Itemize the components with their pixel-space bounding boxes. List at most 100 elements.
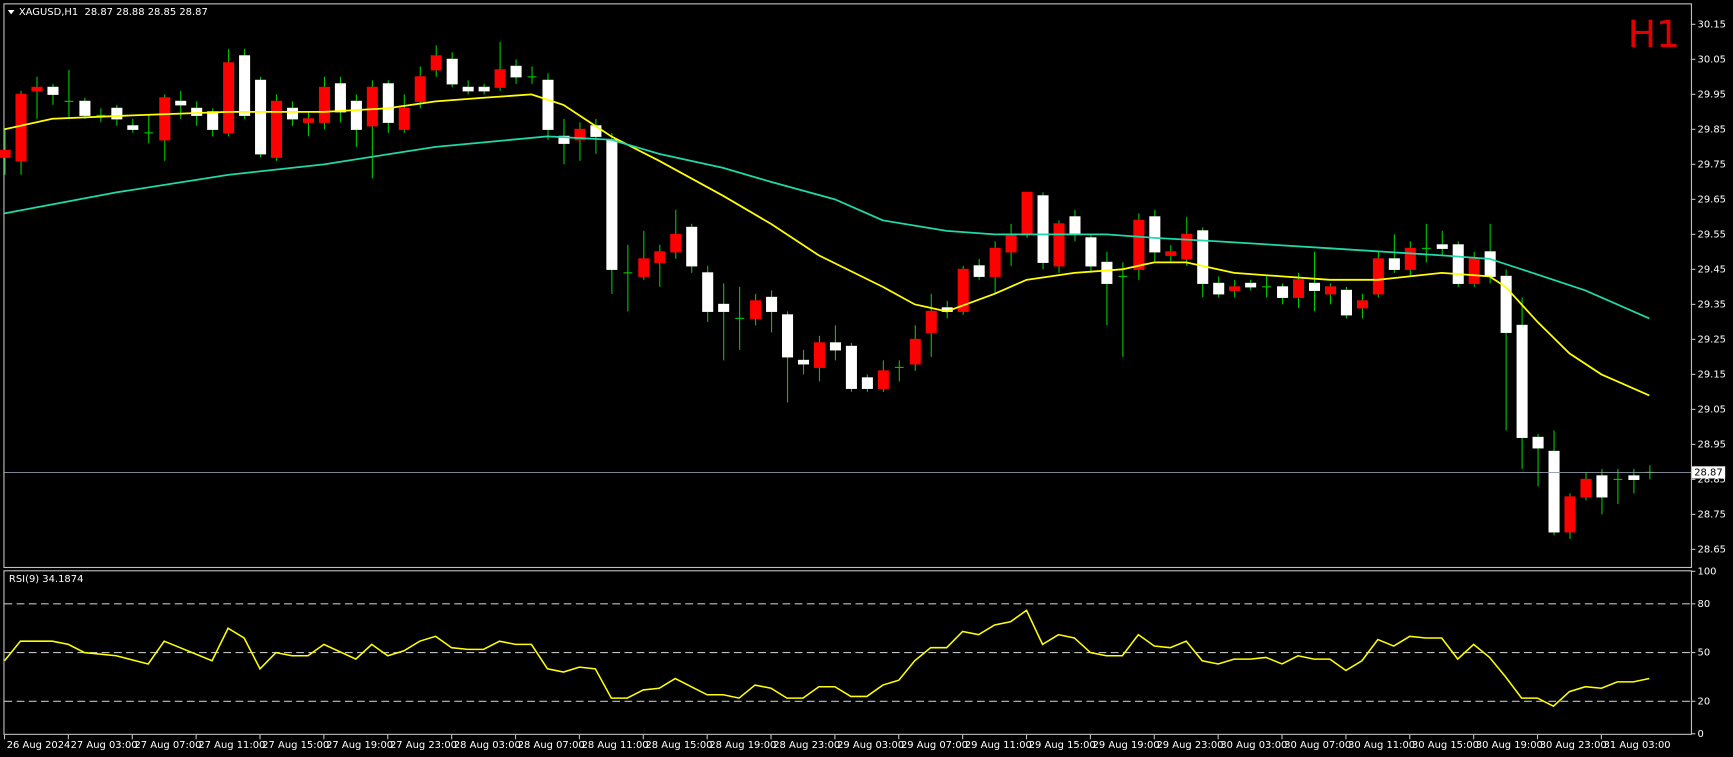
x-tick-label: 27 Aug 23:00: [390, 740, 457, 751]
candle-body: [1436, 244, 1448, 249]
x-tick-label: 27 Aug 15:00: [262, 740, 329, 751]
candle-body: [606, 139, 618, 270]
x-tick-label: 28 Aug 15:00: [645, 740, 712, 751]
candle-body: [223, 62, 235, 134]
candle-body: [861, 377, 873, 389]
candle-body: [1021, 191, 1033, 235]
candle-body: [255, 79, 267, 155]
last-price-label: 28.87: [1694, 467, 1722, 478]
rsi-line: [3, 609, 1650, 708]
x-tick-label: 27 Aug 19:00: [326, 740, 393, 751]
y-tick-label: 28.75: [1698, 509, 1726, 520]
x-tick-label: 30 Aug 23:00: [1540, 740, 1607, 751]
candle-body: [31, 86, 43, 92]
y-tick-label: 29.65: [1698, 194, 1726, 205]
candle-body: [845, 345, 857, 389]
x-tick-label: 29 Aug 07:00: [901, 740, 968, 751]
candle-body: [1452, 244, 1464, 284]
y-tick-label: 29.05: [1698, 404, 1726, 415]
candle-body: [574, 128, 586, 141]
candle-body: [813, 342, 826, 368]
candle-body: [718, 303, 730, 312]
x-tick-label: 27 Aug 07:00: [134, 740, 201, 751]
y-tick-label: 28.95: [1698, 439, 1726, 450]
main-panel: [3, 3, 1693, 569]
candle-body: [797, 359, 810, 365]
candle-body: [478, 86, 490, 92]
candle-body: [925, 310, 937, 333]
candle-body: [1213, 282, 1225, 295]
candle-body: [1372, 258, 1384, 295]
candle-body: [638, 258, 650, 277]
candle-body: [1356, 300, 1368, 309]
candle-body: [1548, 450, 1560, 533]
candle-body: [877, 370, 889, 389]
candle-body: [1484, 251, 1496, 277]
candle-body: [1101, 261, 1113, 284]
rsi-label: RSI(9) 34.1874: [9, 574, 83, 585]
x-tick-label: 28 Aug 07:00: [518, 740, 585, 751]
candle-body: [1388, 258, 1400, 270]
candle-body: [350, 100, 362, 130]
y-tick-label: 29.25: [1698, 334, 1726, 345]
candle-body: [1181, 233, 1193, 260]
candle-body: [207, 111, 219, 130]
y-tick-label: 29.95: [1698, 89, 1726, 100]
y-tick-label: 29.35: [1698, 299, 1726, 310]
candle-body: [1005, 233, 1017, 253]
x-tick-label: 28 Aug 11:00: [582, 740, 649, 751]
candle-body: [1037, 195, 1049, 263]
x-tick-label: 29 Aug 19:00: [1093, 740, 1160, 751]
candle-body: [382, 83, 394, 123]
candle-body: [1340, 289, 1352, 316]
candle-body: [702, 272, 714, 312]
rsi-tick-label: 0: [1698, 729, 1704, 740]
x-tick-label: 29 Aug 11:00: [965, 740, 1032, 751]
x-tick-label: 28 Aug 19:00: [709, 740, 776, 751]
y-tick-label: 29.45: [1698, 264, 1726, 275]
candle-body: [1628, 475, 1640, 480]
candle-body: [302, 118, 315, 123]
candle-body: [175, 100, 187, 106]
candle-body: [750, 300, 762, 319]
candle-body: [782, 314, 794, 358]
timeframe-label: H1: [1628, 12, 1680, 56]
candle-body: [239, 55, 251, 116]
candle-body: [462, 86, 474, 92]
candle-body: [1468, 258, 1480, 284]
x-tick-label: 28 Aug 23:00: [773, 740, 840, 751]
candle-body: [1277, 286, 1289, 298]
candle-body: [909, 338, 921, 365]
candle-body: [973, 265, 985, 277]
rsi-tick-label: 80: [1698, 599, 1711, 610]
y-tick-label: 29.55: [1698, 229, 1726, 240]
candle-body: [398, 107, 410, 130]
menu-arrow[interactable]: [7, 9, 15, 15]
candle-body: [1197, 230, 1209, 284]
y-tick-label: 28.65: [1698, 544, 1726, 555]
last-price-box: [1692, 466, 1726, 479]
candle-body: [542, 79, 554, 130]
x-tick-label: 31 Aug 03:00: [1604, 740, 1671, 751]
candle-body: [1308, 282, 1321, 291]
candle-body: [1293, 279, 1305, 298]
candle-body: [590, 125, 602, 137]
candle-body: [446, 58, 458, 85]
candle-body: [318, 86, 330, 123]
y-tick-label: 30.15: [1698, 19, 1726, 30]
x-tick-label: 28 Aug 03:00: [454, 740, 521, 751]
candle-body: [111, 107, 123, 120]
x-tick-label: 29 Aug 03:00: [837, 740, 904, 751]
candle-body: [1596, 475, 1608, 498]
y-tick-label: 29.85: [1698, 124, 1726, 135]
y-tick-label: 29.15: [1698, 369, 1726, 380]
candle-body: [1229, 286, 1241, 291]
candle-body: [686, 226, 698, 267]
candle-body: [1085, 237, 1097, 267]
candle-body: [1069, 216, 1081, 235]
moving-average: [4, 135, 1650, 320]
candle-body: [670, 233, 682, 253]
candle-body: [1404, 247, 1416, 270]
candle-body: [1564, 496, 1576, 533]
